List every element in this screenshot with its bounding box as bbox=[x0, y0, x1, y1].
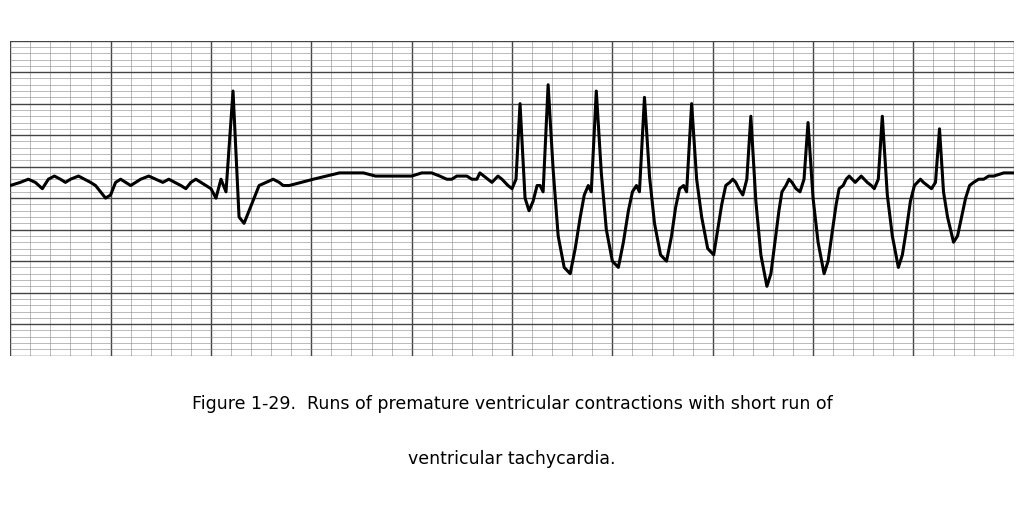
Text: ventricular tachycardia.: ventricular tachycardia. bbox=[409, 450, 615, 468]
Text: Figure 1-29.  Runs of premature ventricular contractions with short run of: Figure 1-29. Runs of premature ventricul… bbox=[191, 395, 833, 414]
